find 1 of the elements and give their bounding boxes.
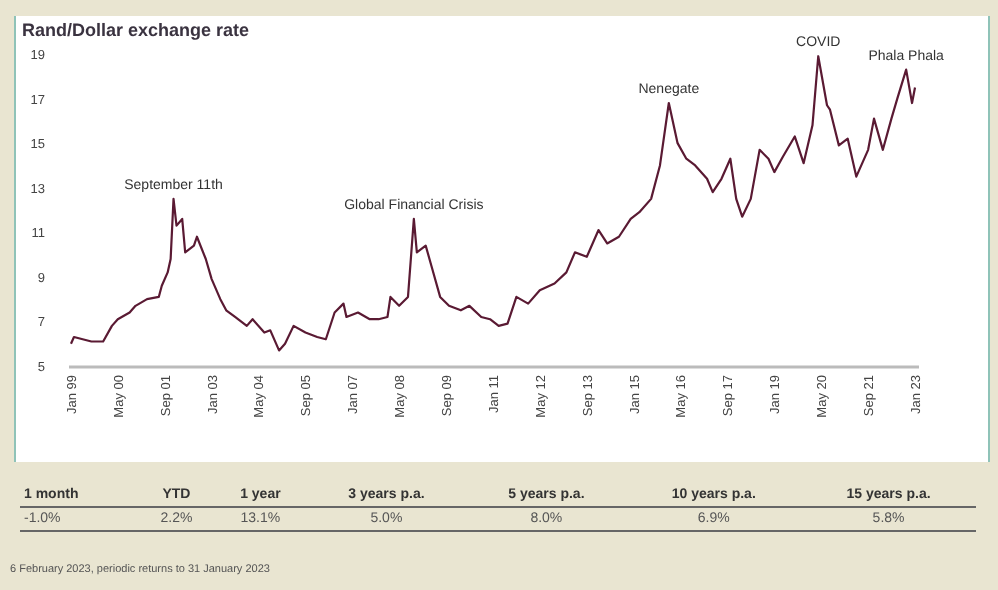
chart-title: Rand/Dollar exchange rate <box>22 20 250 40</box>
